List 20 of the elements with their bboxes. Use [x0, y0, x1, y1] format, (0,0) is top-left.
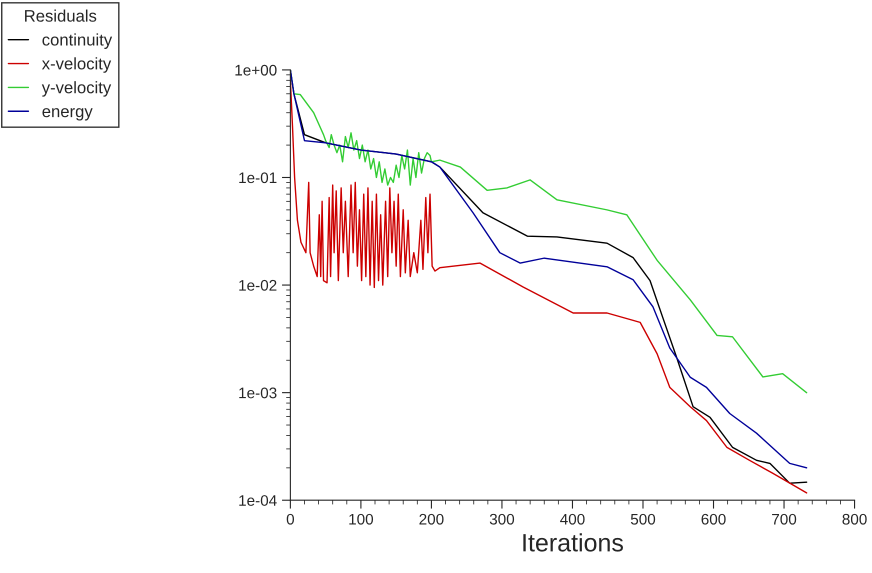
x-tick-label: 600	[702, 514, 726, 525]
y-tick-label: 1e-03	[239, 388, 277, 398]
legend-label: y-velocity	[42, 81, 112, 97]
x-tick-label: 0	[286, 514, 294, 525]
legend-title: Residuals	[25, 10, 96, 22]
x-tick-label: 400	[560, 514, 585, 525]
x-tick-label: 500	[630, 514, 656, 525]
legend-label: continuity	[42, 33, 112, 49]
x-tick-label: 100	[349, 514, 374, 525]
legend-label: x-velocity	[42, 57, 112, 73]
y-tick-label: 1e-01	[239, 172, 276, 184]
x-tick-label: 700	[772, 514, 796, 525]
x-tick-label: 300	[490, 514, 514, 525]
x-axis-title: Iterations	[523, 533, 623, 552]
legend-label: energy	[42, 108, 93, 121]
y-tick-label: 1e+00	[235, 64, 277, 76]
x-tick-label: 200	[419, 514, 444, 525]
x-tick-label: 800	[842, 514, 867, 525]
y-tick-label: 1e-04	[239, 495, 277, 506]
y-tick-label: 1e-02	[239, 280, 276, 291]
